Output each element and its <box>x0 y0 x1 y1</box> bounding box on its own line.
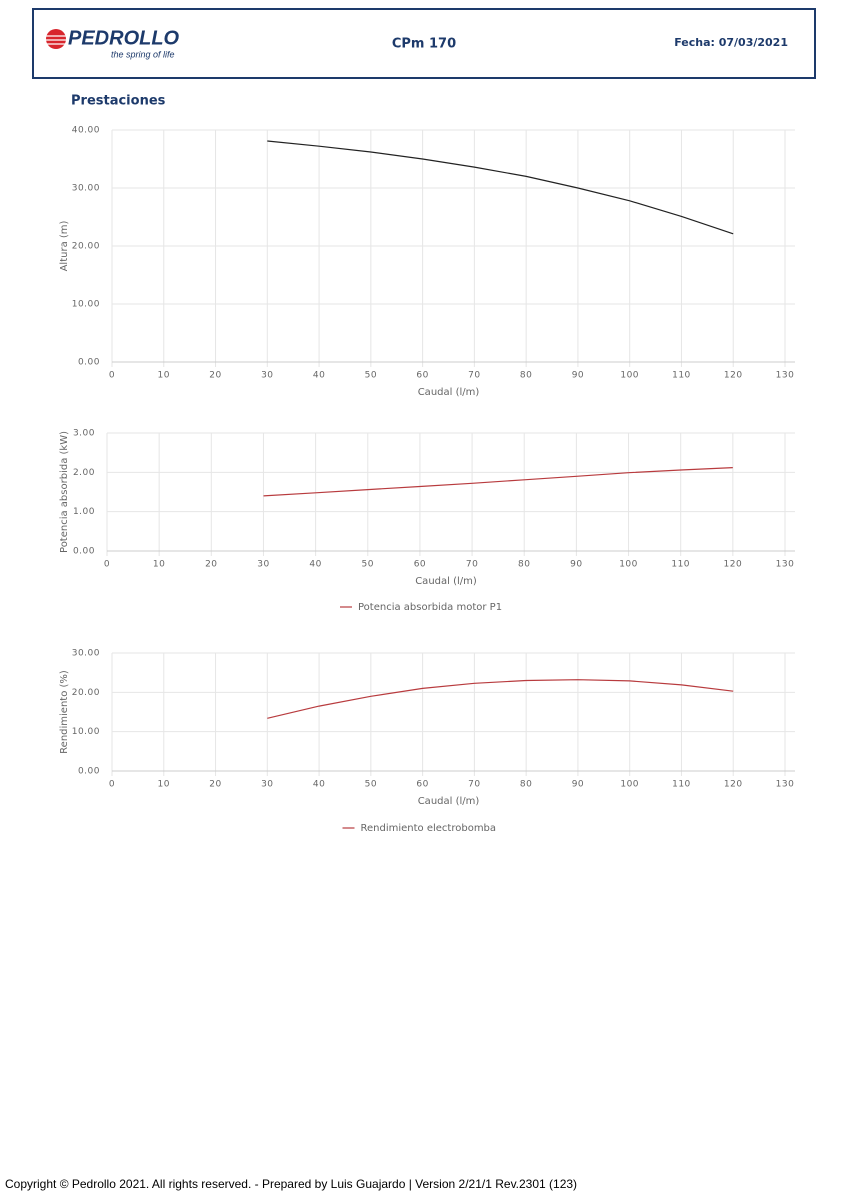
y-tick-label: 0.00 <box>78 358 100 368</box>
y-tick-label: 40.00 <box>72 126 100 136</box>
x-tick-label: 50 <box>362 560 374 570</box>
x-axis-title: Caudal (l/m) <box>418 796 480 807</box>
data-line <box>263 467 733 497</box>
x-tick-label: 0 <box>109 371 115 381</box>
x-tick-label: 0 <box>104 560 110 570</box>
footer: Copyright © Pedrollo 2021. All rights re… <box>5 1177 577 1191</box>
x-tick-label: 90 <box>570 560 582 570</box>
x-tick-label: 120 <box>724 780 743 790</box>
section-title: Prestaciones <box>71 94 166 109</box>
x-tick-label: 60 <box>416 371 428 381</box>
x-tick-label: 50 <box>365 371 377 381</box>
y-tick-label: 0.00 <box>78 767 100 777</box>
data-line <box>267 140 734 235</box>
x-tick-label: 120 <box>724 371 743 381</box>
x-tick-label: 0 <box>109 780 115 790</box>
y-tick-label: 0.00 <box>73 547 95 557</box>
logo-text: PEDROLLO <box>68 27 180 49</box>
y-tick-label: 10.00 <box>72 300 100 310</box>
x-tick-label: 60 <box>414 560 426 570</box>
x-tick-label: 130 <box>776 371 795 381</box>
x-tick-label: 110 <box>672 371 691 381</box>
x-axis-title: Caudal (l/m) <box>418 387 480 398</box>
x-tick-label: 10 <box>158 780 170 790</box>
x-tick-label: 100 <box>619 560 638 570</box>
x-tick-label: 80 <box>520 371 532 381</box>
x-tick-label: 120 <box>724 560 743 570</box>
x-tick-label: 90 <box>572 371 584 381</box>
model: CPm 170 <box>392 37 456 52</box>
y-tick-label: 10.00 <box>72 727 100 737</box>
y-axis-title: Altura (m) <box>59 220 70 271</box>
x-tick-label: 70 <box>468 371 480 381</box>
y-tick-label: 1.00 <box>73 507 95 517</box>
x-tick-label: 30 <box>261 780 273 790</box>
x-tick-label: 40 <box>313 371 325 381</box>
tagline: the spring of life <box>111 49 175 59</box>
x-tick-label: 110 <box>671 560 690 570</box>
x-tick-label: 50 <box>365 780 377 790</box>
y-tick-label: 2.00 <box>73 468 95 478</box>
x-tick-label: 100 <box>620 371 639 381</box>
header-box <box>32 8 816 79</box>
x-tick-label: 20 <box>205 560 217 570</box>
x-tick-label: 80 <box>518 560 530 570</box>
y-tick-label: 20.00 <box>72 688 100 698</box>
x-tick-label: 20 <box>209 780 221 790</box>
x-tick-label: 10 <box>153 560 165 570</box>
x-tick-label: 20 <box>209 371 221 381</box>
x-tick-label: 10 <box>158 371 170 381</box>
x-tick-label: 70 <box>466 560 478 570</box>
x-tick-label: 40 <box>313 780 325 790</box>
x-tick-label: 40 <box>309 560 321 570</box>
y-tick-label: 3.00 <box>73 429 95 439</box>
x-tick-label: 100 <box>620 780 639 790</box>
x-tick-label: 30 <box>261 371 273 381</box>
logo-icon <box>46 29 66 49</box>
x-tick-label: 130 <box>776 560 795 570</box>
date: Fecha: 07/03/2021 <box>674 36 788 49</box>
x-tick-label: 70 <box>468 780 480 790</box>
y-axis-title: Rendimiento (%) <box>59 670 70 754</box>
x-tick-label: 110 <box>672 780 691 790</box>
x-tick-label: 90 <box>572 780 584 790</box>
y-axis-title: Potencia absorbida (kW) <box>59 431 70 553</box>
x-tick-label: 80 <box>520 780 532 790</box>
x-tick-label: 60 <box>416 780 428 790</box>
legend-label: Potencia absorbida motor P1 <box>358 602 502 613</box>
data-line <box>267 679 734 719</box>
legend-label: Rendimiento electrobomba <box>361 823 497 834</box>
x-tick-label: 30 <box>257 560 269 570</box>
x-axis-title: Caudal (l/m) <box>415 576 477 587</box>
y-tick-label: 30.00 <box>72 184 100 194</box>
y-tick-label: 30.00 <box>72 649 100 659</box>
y-tick-label: 20.00 <box>72 242 100 252</box>
x-tick-label: 130 <box>776 780 795 790</box>
